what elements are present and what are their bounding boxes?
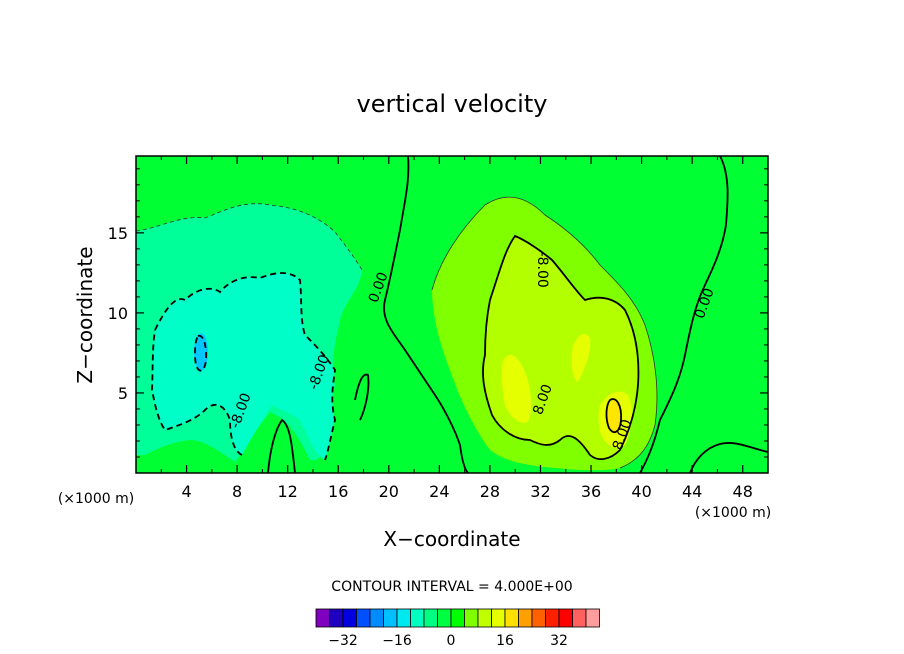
contour-plus8	[482, 234, 640, 461]
colorbar-swatch	[585, 608, 600, 628]
contour-label: -8.00	[534, 252, 550, 288]
contour-interval: CONTOUR INTERVAL = 4.000E+00	[331, 579, 572, 595]
colorbar-swatch	[450, 608, 465, 628]
colorbar-swatch	[504, 608, 519, 628]
region-negative-8	[152, 273, 335, 460]
contour-minus8-inner	[151, 329, 243, 456]
colorbar-label: 32	[550, 633, 568, 649]
region-positive-12	[501, 354, 532, 423]
x-tick-label: 24	[429, 482, 449, 501]
x-tick-label: 36	[581, 482, 601, 501]
colorbar-swatch	[464, 608, 479, 628]
x-tick-label: 32	[530, 482, 550, 501]
contour-zero-bottom	[689, 442, 768, 473]
contour-lines	[151, 156, 768, 473]
colorbar-label: 0	[447, 633, 456, 649]
x-unit-right: (×1000 m)	[695, 505, 771, 521]
colorbar-swatch	[383, 608, 398, 628]
colorbar-swatch	[572, 608, 587, 628]
colorbar-swatch	[356, 608, 371, 628]
x-tick-label: 28	[480, 482, 500, 501]
colorbar-swatch	[437, 608, 452, 628]
y-tick-label: 15	[108, 224, 128, 243]
colorbar-swatch	[423, 608, 438, 628]
x-tick-label: 4	[181, 482, 191, 501]
y-axis-title: Z−coordinate	[73, 246, 97, 383]
colorbar-swatch	[477, 608, 492, 628]
colorbar-swatch	[491, 608, 506, 628]
x-axis: 4 8 12 16 20 24 28 32 36 40 44 48	[160, 156, 753, 501]
x-tick-label: 12	[278, 482, 298, 501]
x-tick-label: 40	[631, 482, 651, 501]
colorbar-label: 16	[496, 633, 514, 649]
colorbar-swatch	[342, 608, 357, 628]
colorbar-label: −16	[382, 633, 412, 649]
contour-field	[136, 156, 768, 473]
chart-title: vertical velocity	[357, 90, 548, 118]
colorbar-labels: −32 −16 0 16 32	[328, 633, 568, 649]
colorbar-swatch	[518, 608, 533, 628]
colorbar-swatch	[329, 608, 344, 628]
contour-zero-right	[639, 156, 729, 473]
region-positive-16	[607, 400, 621, 434]
colorbar-swatch	[545, 608, 560, 628]
contour-minus16	[194, 334, 208, 372]
colorbar-swatch	[369, 608, 384, 628]
x-axis-title: X−coordinate	[383, 527, 520, 551]
colorbar-swatch	[531, 608, 546, 628]
colorbar-swatch	[558, 608, 573, 628]
contour-plus16	[605, 398, 622, 434]
region-positive-12b	[571, 334, 591, 382]
colorbar-swatch	[410, 608, 425, 628]
contour-zero-bump2	[354, 373, 370, 421]
plot-frame	[135, 155, 769, 474]
x-tick-label: 48	[733, 482, 753, 501]
y-tick-label: 10	[108, 304, 128, 323]
x-tick-label: 8	[232, 482, 242, 501]
x-tick-label: 16	[328, 482, 348, 501]
contour-minus8-left	[154, 272, 336, 461]
contour-zero	[383, 156, 469, 473]
colorbar	[315, 608, 600, 628]
colorbar-swatch	[315, 608, 330, 628]
x-tick-label: 44	[682, 482, 702, 501]
x-tick-label: 20	[379, 482, 399, 501]
contour-zero-bump	[267, 418, 296, 473]
y-axis: 5 10 15	[108, 168, 768, 458]
contour-plus4	[431, 196, 658, 469]
contour-minus4	[136, 203, 363, 271]
colorbar-label: −32	[328, 633, 358, 649]
y-tick-label: 5	[118, 384, 128, 403]
thin-contours	[136, 196, 658, 469]
colorbar-swatch	[396, 608, 411, 628]
x-unit-left: (×1000 m)	[58, 491, 134, 507]
